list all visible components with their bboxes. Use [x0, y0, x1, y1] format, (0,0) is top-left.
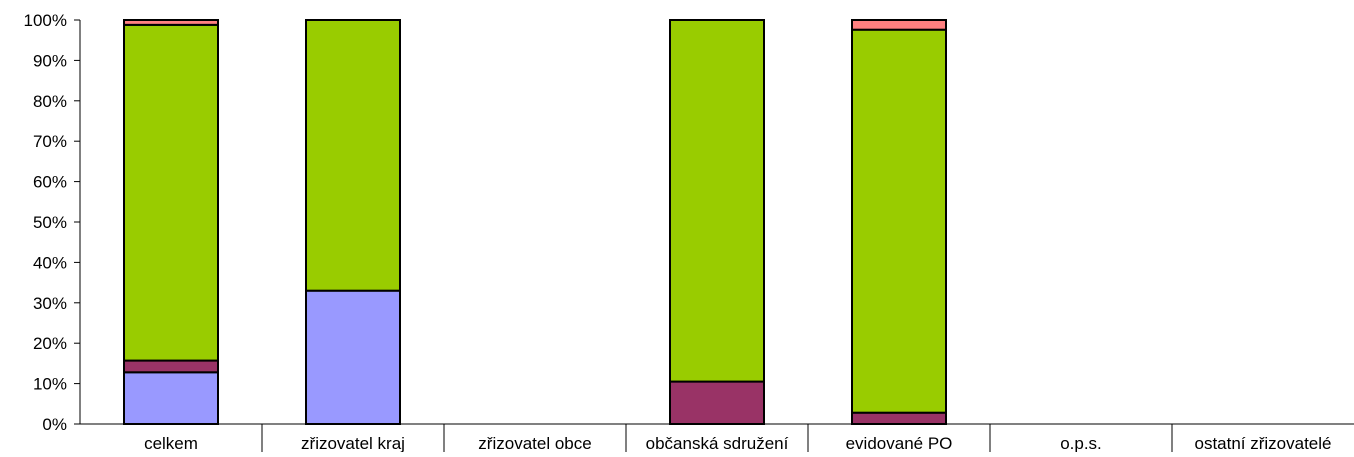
- bars-group: [123, 19, 947, 425]
- bar-segment: [305, 289, 401, 425]
- y-axis: 0% 10% 20% 30% 40% 50% 60% 70% 80% 90% 100%: [24, 11, 81, 434]
- y-tick-label: 60%: [33, 173, 67, 192]
- x-tick-label: ostatní zřizovatelé: [1194, 434, 1331, 452]
- y-tick-label: 90%: [33, 51, 67, 70]
- x-tick-label: evidované PO: [846, 434, 953, 452]
- bar-segment: [669, 380, 765, 425]
- bar-segment: [669, 19, 765, 383]
- x-tick-label: celkem: [144, 434, 198, 452]
- bar-segment: [305, 19, 401, 292]
- bar-segment: [123, 359, 219, 374]
- y-tick-label: 30%: [33, 294, 67, 313]
- x-tick-label: zřizovatel obce: [478, 434, 591, 452]
- y-tick-label: 20%: [33, 334, 67, 353]
- y-tick-label: 70%: [33, 132, 67, 151]
- y-tick-label: 0%: [42, 415, 67, 434]
- bar-segment: [123, 23, 219, 362]
- x-tick-label: zřizovatel kraj: [301, 434, 405, 452]
- bar-segment: [123, 371, 219, 425]
- y-tick-label: 50%: [33, 213, 67, 232]
- y-tick-label: 10%: [33, 375, 67, 394]
- x-axis: celkem zřizovatel kraj zřizovatel obce obča…: [80, 423, 1354, 453]
- bar-segment: [123, 19, 219, 26]
- y-tick-label: 40%: [33, 253, 67, 272]
- bar-segment: [851, 28, 947, 414]
- y-tick-label: 80%: [33, 92, 67, 111]
- bar-segment: [851, 19, 947, 31]
- bar-segment: [851, 411, 947, 425]
- x-tick-label: o.p.s.: [1060, 434, 1102, 452]
- y-tick-label: 100%: [24, 11, 67, 30]
- x-tick-label: občanská sdružení: [646, 434, 789, 452]
